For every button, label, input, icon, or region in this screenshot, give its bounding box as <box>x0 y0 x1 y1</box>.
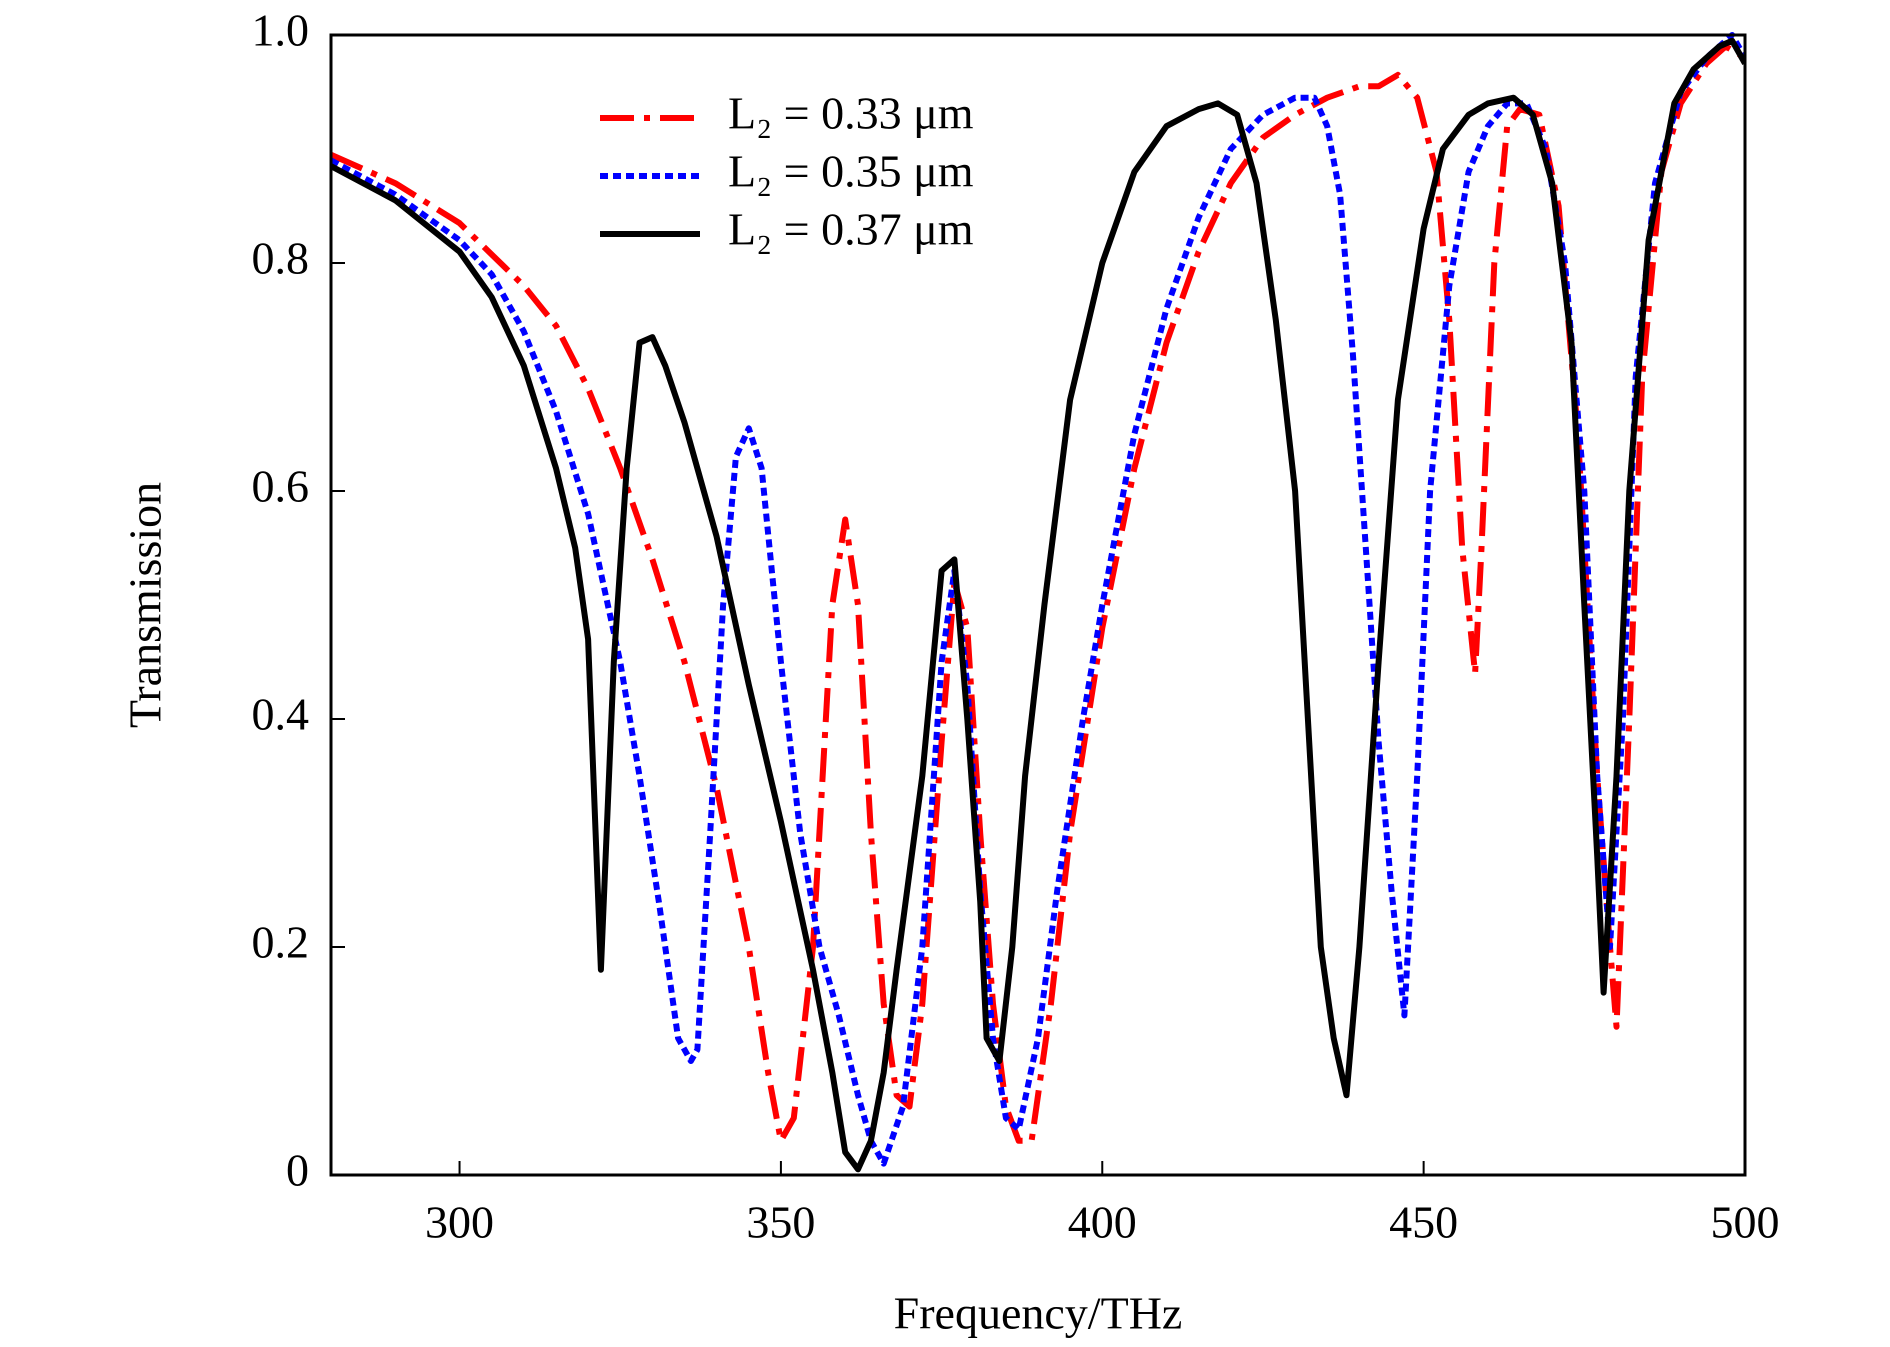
y-tick-label: 0.2 <box>252 917 310 968</box>
x-tick-label: 450 <box>1389 1197 1458 1248</box>
legend-label: L₂ = 0.35 μm <box>728 146 974 197</box>
y-tick-label: 0.4 <box>252 689 310 740</box>
y-axis-label: Transmission <box>120 482 171 728</box>
y-tick-label: 0 <box>286 1145 309 1196</box>
y-tick-label: 0.8 <box>252 233 310 284</box>
legend-label: L₂ = 0.37 μm <box>728 204 974 255</box>
x-axis-label: Frequency/THz <box>894 1288 1183 1339</box>
x-tick-label: 500 <box>1711 1197 1780 1248</box>
x-tick-label: 400 <box>1068 1197 1137 1248</box>
plot-frame <box>329 33 1747 1177</box>
series-line <box>331 43 1745 1144</box>
series-line <box>331 37 1745 1173</box>
legend-label: L₂ = 0.33 μm <box>728 88 974 139</box>
y-tick-label: 1.0 <box>252 5 310 56</box>
y-tick-label: 0.6 <box>252 461 310 512</box>
x-tick-label: 300 <box>425 1197 494 1248</box>
x-tick-label: 350 <box>746 1197 815 1248</box>
series-line <box>331 32 1745 1167</box>
